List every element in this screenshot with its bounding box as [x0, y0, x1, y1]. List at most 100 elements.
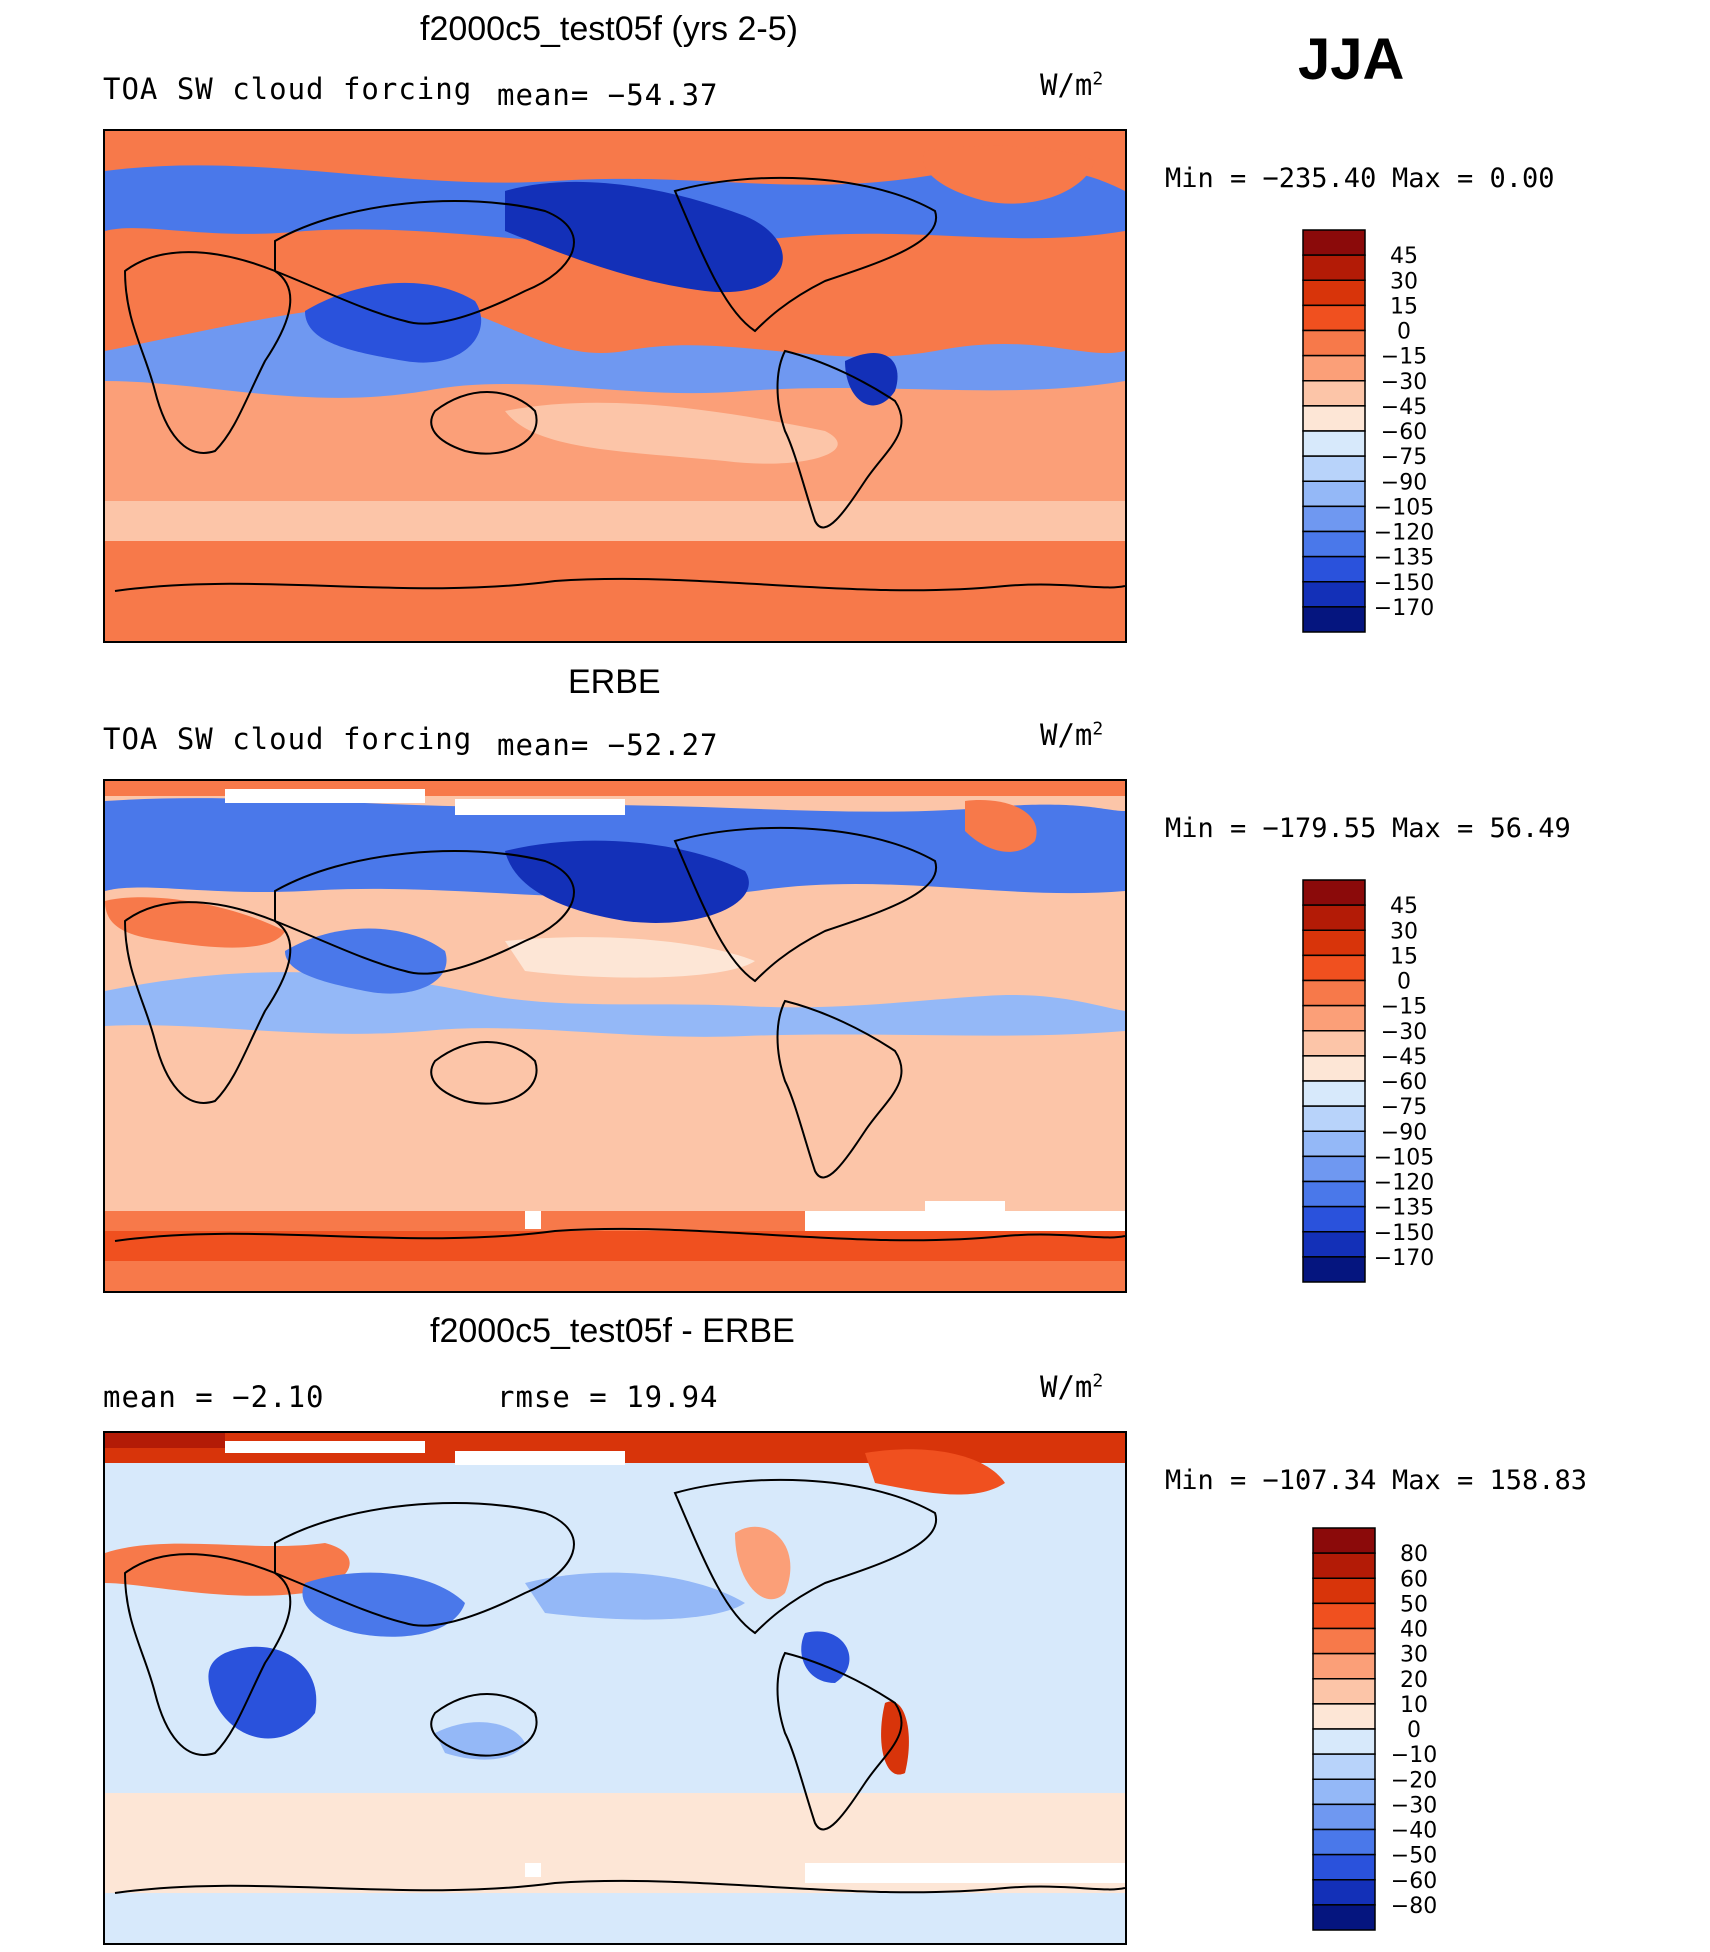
colorbar-swatch	[1302, 229, 1366, 256]
colorbar-tick-label: 40	[1400, 1618, 1428, 1643]
p1-central-america-blob	[845, 352, 898, 406]
p3-arctic-dark	[105, 1433, 225, 1448]
p1-pacific-light-region	[505, 402, 838, 464]
colorbar-tick-label: −75	[1381, 1095, 1427, 1120]
colorbar-swatch	[1312, 1627, 1376, 1655]
colorbar-swatch	[1302, 581, 1366, 608]
colorbar-swatch	[1302, 979, 1366, 1007]
panel2-colorbar: 45 30 15 0 −15 −30 −45 −60 −75 −90 −105 −120 −135 −15…	[1302, 879, 1522, 1285]
panel1-colorbar: 45 30 15 0 −15 −30 −45 −60 −75 −90 −105 −120 −135 −15…	[1302, 229, 1522, 635]
p3-pacific-negative	[525, 1572, 745, 1620]
colorbar-swatch	[1312, 1778, 1376, 1806]
p1-greenland	[923, 145, 1095, 204]
colorbar-tick-label: −150	[1374, 571, 1434, 596]
colorbar-tick-label: 80	[1400, 1542, 1428, 1567]
panel2-map	[103, 779, 1127, 1293]
colorbar-swatch	[1302, 1080, 1366, 1107]
p3-monsoon-negative	[302, 1572, 465, 1637]
p2-sahara-region	[105, 897, 285, 948]
colorbar-tick-label: −30	[1381, 370, 1427, 395]
colorbar-tick-label: −45	[1381, 395, 1427, 420]
colorbar-swatch	[1302, 879, 1366, 906]
colorbar-tick-label: −105	[1374, 1145, 1434, 1170]
colorbar-swatch	[1302, 929, 1366, 957]
colorbar-swatch	[1312, 1652, 1376, 1680]
panel1-max: Max = 0.00	[1392, 163, 1555, 194]
panel1-mean: mean= −54.37	[497, 78, 719, 112]
colorbar-swatch	[1312, 1828, 1376, 1856]
colorbar-tick-label: −40	[1391, 1819, 1437, 1844]
colorbar-swatch	[1302, 1205, 1366, 1233]
colorbar-tick-label: −120	[1374, 521, 1434, 546]
colorbar-tick-label: −30	[1391, 1793, 1437, 1818]
colorbar-tick-label: 15	[1390, 944, 1418, 969]
colorbar-swatch	[1312, 1527, 1376, 1554]
colorbar-swatch	[1302, 304, 1366, 332]
panel2-min: Min = −179.55	[1165, 813, 1377, 844]
panel1-colorbar-svg: 4530150−15−30−45−60−75−90−105−120−135−15…	[1302, 229, 1434, 633]
p3-missing-data	[225, 1441, 1125, 1883]
colorbar-swatch	[1302, 405, 1366, 432]
colorbar-tick-label: −170	[1374, 1246, 1434, 1271]
colorbar-tick-label: 0	[1397, 970, 1411, 995]
panel3-title: f2000c5_test05f - ERBE	[430, 1312, 795, 1350]
colorbar-swatch	[1312, 1703, 1376, 1730]
colorbar-swatch	[1302, 530, 1366, 558]
panel2-max: Max = 56.49	[1392, 813, 1571, 844]
colorbar-tick-label: 30	[1390, 269, 1418, 294]
colorbar-tick-label: 0	[1407, 1718, 1421, 1743]
colorbar-tick-label: −15	[1381, 995, 1427, 1020]
colorbar-swatch	[1302, 505, 1366, 533]
colorbar-tick-label: −60	[1381, 1070, 1427, 1095]
panel2-variable: TOA SW cloud forcing	[103, 722, 473, 756]
p1-coastlines	[114, 176, 1125, 592]
p2-coastlines	[114, 826, 1125, 1242]
colorbar-tick-label: −30	[1381, 1020, 1427, 1045]
panel3-max: Max = 158.83	[1392, 1465, 1588, 1496]
colorbar-swatch	[1302, 1155, 1366, 1183]
colorbar-tick-label: 45	[1390, 244, 1418, 269]
panel2-colorbar-svg: 4530150−15−30−45−60−75−90−105−120−135−15…	[1302, 879, 1434, 1283]
p2-pacific-light-region	[505, 937, 755, 978]
colorbar-tick-label: 20	[1400, 1668, 1428, 1693]
p2-greenland	[965, 800, 1037, 852]
colorbar-swatch	[1312, 1879, 1376, 1906]
panel1-variable: TOA SW cloud forcing	[103, 72, 473, 106]
colorbar-swatch	[1302, 904, 1366, 931]
colorbar-tick-label: −120	[1374, 1171, 1434, 1196]
colorbar-tick-label: 0	[1397, 320, 1411, 345]
panel2-title: ERBE	[568, 663, 661, 701]
colorbar-swatch	[1312, 1577, 1376, 1605]
p2-missing-data	[225, 789, 1125, 1231]
colorbar-swatch	[1302, 430, 1366, 457]
colorbar-swatch	[1302, 279, 1366, 307]
colorbar-tick-label: −90	[1381, 1120, 1427, 1145]
colorbar-swatch	[1302, 1256, 1366, 1283]
colorbar-swatch	[1302, 1180, 1366, 1208]
colorbar-swatch	[1302, 954, 1366, 982]
p3-california-positive	[735, 1526, 791, 1600]
colorbar-swatch	[1312, 1904, 1376, 1931]
panel1-min: Min = −235.40	[1165, 163, 1377, 194]
p2-north-pacific-blob	[505, 840, 749, 923]
colorbar-swatch	[1302, 606, 1366, 633]
colorbar-swatch	[1302, 1055, 1366, 1082]
colorbar-tick-label: −135	[1374, 1196, 1434, 1221]
panel1-title: f2000c5_test05f (yrs 2-5)	[420, 10, 798, 48]
season-label: JJA	[1298, 27, 1405, 92]
colorbar-swatch	[1312, 1552, 1376, 1579]
colorbar-swatch	[1312, 1853, 1376, 1881]
colorbar-swatch	[1302, 354, 1366, 382]
colorbar-swatch	[1312, 1602, 1376, 1630]
colorbar-tick-label: −105	[1374, 495, 1434, 520]
colorbar-tick-label: 15	[1390, 294, 1418, 319]
colorbar-swatch	[1312, 1728, 1376, 1755]
colorbar-tick-label: 45	[1390, 894, 1418, 919]
colorbar-tick-label: 10	[1400, 1693, 1428, 1718]
panel1-map	[103, 129, 1127, 643]
colorbar-swatch	[1302, 254, 1366, 281]
colorbar-tick-label: −150	[1374, 1221, 1434, 1246]
p1-southern-band	[105, 501, 1125, 541]
colorbar-tick-label: −60	[1391, 1869, 1437, 1894]
